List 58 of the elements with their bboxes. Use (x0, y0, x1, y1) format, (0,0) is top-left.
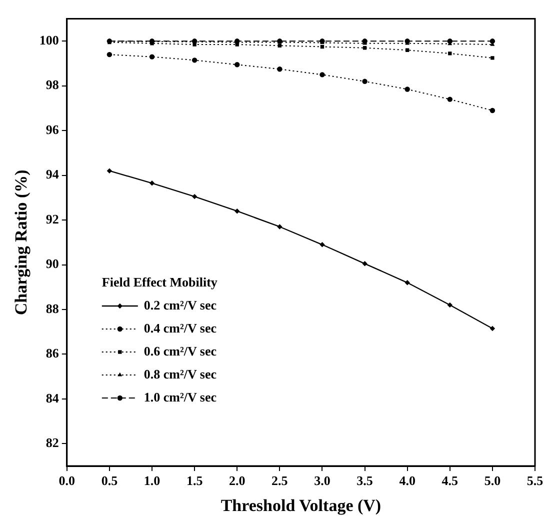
point (192, 194, 198, 200)
point (447, 302, 452, 308)
y-tick-label: 94 (46, 166, 60, 182)
x-tick-label: 1.5 (186, 473, 204, 488)
point (448, 52, 452, 56)
legend-label: 0.6 cm²/V sec (144, 343, 217, 358)
y-tick-label: 90 (46, 256, 59, 272)
y-tick-label: 92 (46, 211, 59, 226)
y-tick-label: 100 (39, 32, 59, 48)
point (278, 44, 282, 48)
y-tick-label: 98 (46, 77, 60, 92)
legend-label: 0.2 cm²/V sec (144, 297, 217, 312)
x-tick-label: 3.5 (356, 473, 374, 488)
point (277, 66, 282, 72)
point (490, 326, 496, 332)
x-tick-label: 1.0 (144, 473, 160, 488)
x-tick-label: 5.5 (526, 473, 544, 488)
legend-title: Field Effect Mobility (102, 274, 218, 290)
point (362, 261, 368, 266)
point (235, 42, 239, 46)
point (192, 42, 196, 46)
y-tick-label: 96 (46, 122, 60, 137)
point (320, 44, 324, 49)
point (490, 56, 494, 60)
point (320, 242, 325, 248)
point (149, 54, 155, 60)
x-tick-label: 5.0 (484, 473, 501, 488)
point (404, 86, 410, 92)
point (447, 96, 452, 102)
point (490, 108, 496, 114)
point (234, 62, 240, 68)
point (149, 180, 155, 186)
point (106, 52, 112, 58)
x-tick-label: 3.0 (314, 473, 330, 488)
point (320, 72, 325, 78)
point (362, 78, 368, 84)
point (277, 224, 282, 230)
x-tick-label: 4.0 (399, 473, 416, 488)
point (362, 46, 367, 50)
x-tick-label: 0.5 (101, 473, 118, 488)
x-tick-label: 2.0 (228, 473, 246, 488)
point (192, 58, 198, 63)
x-tick-label: 0.0 (58, 473, 76, 488)
x-axis-title: Threshold Voltage (V) (220, 496, 382, 516)
point (406, 48, 410, 52)
y-tick-label: 82 (46, 435, 59, 450)
legend-label: 0.8 cm²/V sec (144, 366, 217, 382)
point (404, 280, 410, 286)
y-axis-title: Charging Ratio (%) (12, 170, 31, 316)
legend-label: 1.0 cm²/V sec (144, 389, 217, 404)
y-tick-label: 88 (46, 300, 60, 316)
legend-label: 0.4 cm²/V sec (144, 320, 217, 336)
y-tick-label: 84 (46, 390, 60, 406)
point (234, 208, 240, 214)
x-tick-label: 4.5 (442, 473, 459, 488)
x-tick-label: 2.5 (272, 473, 288, 488)
point (106, 168, 112, 174)
y-tick-label: 86 (46, 346, 60, 361)
